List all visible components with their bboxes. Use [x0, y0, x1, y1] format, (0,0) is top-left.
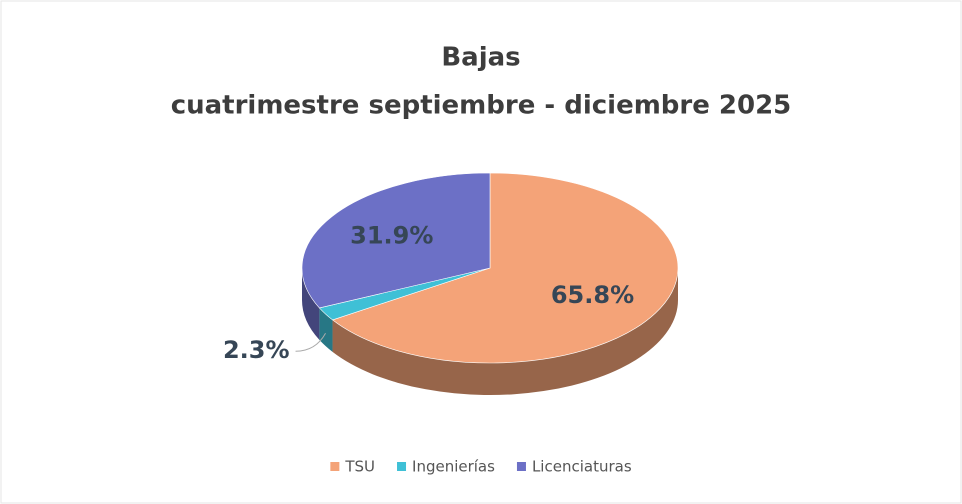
data-label: 31.9%: [350, 221, 433, 249]
pie-slice: [331, 172, 679, 364]
legend-swatch: [330, 462, 340, 471]
leader-line: [295, 332, 326, 352]
legend-swatch: [397, 462, 407, 471]
legend-swatch: [516, 462, 526, 471]
chart-title: Bajas: [441, 43, 520, 73]
pie-slice: [301, 172, 491, 309]
data-label: 2.3%: [223, 336, 290, 364]
pie-side: [302, 268, 320, 340]
data-label: 65.8%: [551, 281, 634, 309]
legend-label: Ingenierías: [412, 458, 495, 476]
legend-label: Licenciaturas: [532, 458, 632, 476]
pie-side: [319, 307, 333, 352]
legend-label: TSU: [344, 458, 375, 476]
chart-subtitle: cuatrimestre septiembre - diciembre 2025: [171, 91, 792, 121]
pie-side: [332, 268, 678, 396]
